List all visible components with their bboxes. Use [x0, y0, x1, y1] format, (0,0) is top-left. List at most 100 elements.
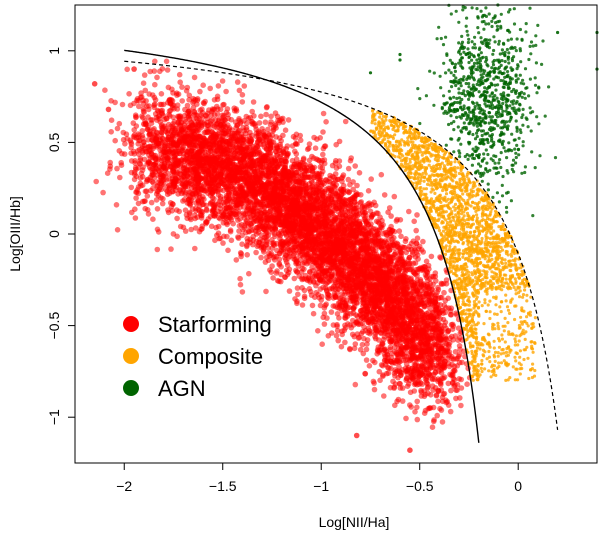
scatter-point-starforming [116, 120, 123, 127]
scatter-point-starforming [150, 216, 156, 222]
scatter-point-starforming [112, 137, 118, 144]
scatter-point-starforming [438, 407, 445, 413]
scatter-point-starforming [157, 101, 163, 108]
scatter-point-starforming [347, 181, 353, 188]
scatter-point-starforming [276, 261, 283, 268]
scatter-point-starforming [297, 137, 304, 144]
scatter-point-starforming [147, 68, 153, 75]
scatter-point-starforming [414, 212, 420, 218]
scatter-point-starforming [396, 228, 403, 234]
scatter-point-starforming [319, 341, 326, 348]
scatter-point-starforming [365, 188, 372, 194]
scatter-point-starforming [432, 369, 439, 375]
scatter-point-starforming [122, 141, 128, 147]
scatter-point-starforming [253, 249, 259, 256]
scatter-point-starforming [330, 322, 337, 328]
scatter-point-starforming [116, 148, 123, 154]
scatter-point-starforming [312, 145, 319, 151]
scatter-points [91, 3, 599, 454]
scatter-point-starforming [140, 80, 147, 86]
scatter-point-starforming [154, 74, 160, 81]
scatter-point-starforming [328, 309, 335, 315]
scatter-point-starforming [352, 381, 359, 388]
scatter-point-starforming [239, 99, 246, 105]
scatter-point-starforming [263, 288, 269, 295]
scatter-point-starforming [107, 163, 114, 169]
scatter-point-starforming [310, 310, 317, 317]
scatter-point-starforming [200, 82, 206, 88]
scatter-point-starforming [200, 100, 207, 106]
scatter-point-starforming [159, 200, 166, 207]
scatter-point-starforming [144, 193, 151, 199]
scatter-point-starforming [184, 84, 191, 91]
scatter-point-starforming [104, 170, 111, 176]
scatter-point-starforming [137, 180, 144, 187]
scatter-point-starforming [359, 341, 366, 348]
scatter-point-starforming [342, 118, 349, 125]
scatter-point-starforming [142, 188, 149, 195]
scatter-point-starforming [138, 90, 144, 96]
scatter-point-starforming [336, 315, 342, 321]
scatter-point-starforming [391, 193, 398, 200]
scatter-point-starforming [124, 66, 130, 73]
scatter-point-starforming [149, 117, 155, 123]
scatter-point-starforming [431, 417, 437, 423]
scatter-point-starforming [155, 229, 162, 235]
scatter-point-starforming [269, 263, 275, 269]
scatter-point-starforming [372, 335, 379, 342]
scatter-point-starforming [368, 176, 375, 182]
scatter-point-starforming [399, 398, 406, 404]
scatter-point-starforming [129, 209, 135, 216]
scatter-point-starforming [377, 377, 383, 384]
scatter-point-starforming [263, 104, 270, 111]
scatter-point-starforming [458, 385, 465, 391]
scatter-point-starforming [154, 206, 161, 212]
scatter-point-starforming [203, 206, 210, 213]
scatter-point-starforming [235, 217, 241, 223]
scatter-point-starforming [113, 202, 120, 208]
scatter-point-starforming [445, 402, 452, 408]
scatter-point-starforming [123, 131, 130, 137]
scatter-point-starforming [159, 129, 165, 136]
scatter-point-starforming [347, 345, 353, 352]
scatter-point-starforming [135, 200, 142, 207]
scatter-point-starforming [258, 254, 264, 261]
scatter-point-starforming [341, 327, 348, 334]
scatter-point-starforming [154, 246, 161, 253]
scatter-point-starforming [227, 227, 234, 233]
scatter-point-starforming [381, 393, 387, 399]
scatter-point-starforming [441, 289, 447, 296]
scatter-point-starforming [263, 111, 269, 118]
scatter-point-starforming [309, 302, 316, 309]
scatter-point-starforming [133, 195, 139, 201]
scatter-point-starforming [371, 199, 378, 206]
scatter-point-starforming [439, 419, 446, 425]
scatter-point-starforming [293, 151, 300, 157]
scatter-point-starforming [391, 385, 397, 391]
scatter-point-starforming [453, 395, 459, 402]
scatter-point-starforming [346, 213, 352, 220]
scatter-point-starforming [239, 241, 245, 247]
scatter-point-starforming [366, 363, 373, 369]
scatter-point-starforming [131, 176, 138, 183]
scatter-point-starforming [212, 237, 218, 244]
scatter-point-starforming [192, 245, 198, 252]
scatter-point-starforming [250, 99, 257, 105]
scatter-point-starforming [274, 268, 280, 274]
scatter-point-starforming [244, 252, 250, 258]
scatter-point-starforming [152, 58, 158, 65]
scatter-point-starforming [351, 345, 358, 352]
scatter-point-starforming [138, 170, 145, 177]
scatter-point-starforming [456, 343, 463, 349]
scatter-point-starforming [150, 185, 156, 192]
scatter-point-starforming [346, 189, 352, 196]
scatter-point-starforming [442, 297, 449, 304]
scatter-point-starforming [235, 234, 241, 240]
scatter-point-starforming [228, 237, 235, 244]
scatter-point-starforming [362, 371, 369, 377]
scatter-point-starforming [217, 235, 223, 242]
scatter-point-starforming [414, 398, 421, 405]
scatter-point-starforming [141, 198, 148, 205]
scatter-point-starforming [117, 174, 123, 181]
scatter-point-starforming [371, 386, 378, 393]
